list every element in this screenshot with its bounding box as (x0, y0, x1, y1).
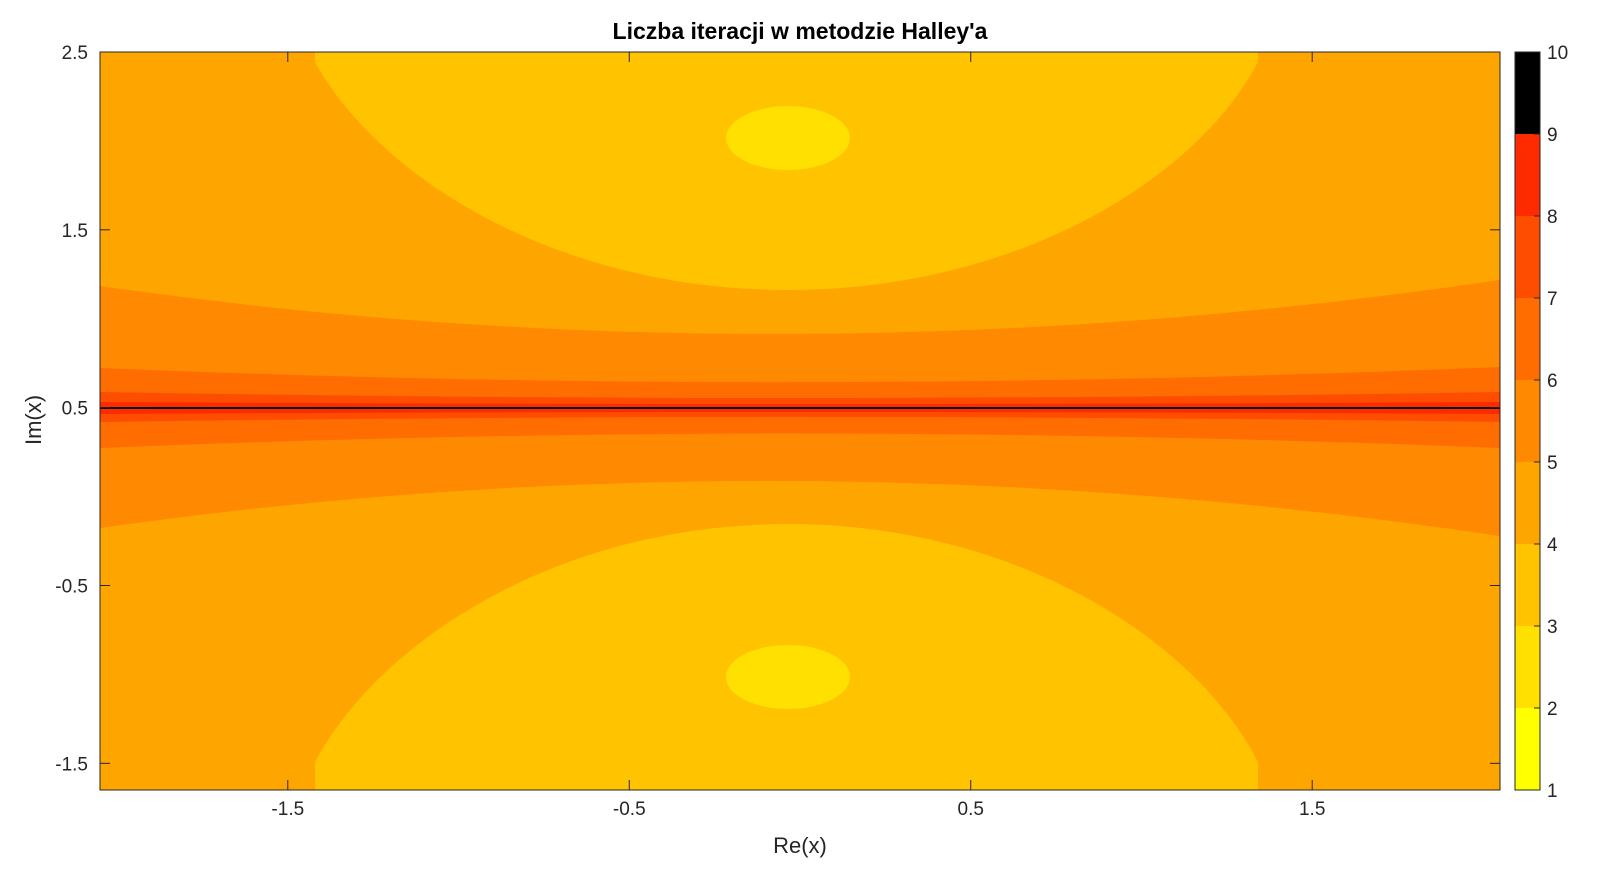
colorbar-segment (1515, 380, 1540, 462)
y-axis-label: Im(x) (21, 395, 46, 445)
colorbar-tick-label: 8 (1547, 207, 1558, 228)
colorbar-tick-label: 4 (1547, 535, 1558, 556)
chart-title: Liczba iteracji w metodzie Halley'a (613, 18, 988, 44)
colorbar-segment (1515, 216, 1540, 298)
x-tick-label: -0.5 (613, 799, 646, 820)
colorbar-segment (1515, 134, 1540, 216)
plot-frame (99, 51, 1501, 791)
colorbar-segment (1515, 708, 1540, 790)
colorbar-tick-label: 7 (1547, 289, 1558, 310)
contour-level-3-upper-lobe (315, 52, 1258, 290)
colorbar: 1 2 3 4 5 6 7 8 9 10 (1514, 43, 1568, 802)
x-tick-label: 1.5 (1299, 799, 1325, 820)
colorbar-segment (1515, 626, 1540, 708)
y-tick-label: 1.5 (62, 221, 88, 242)
colorbar-tick-label: 9 (1547, 125, 1558, 146)
colorbar-tick-label: 6 (1547, 371, 1558, 392)
x-tick-label: -1.5 (271, 799, 304, 820)
y-axis-ticks: -1.5 -0.5 0.5 1.5 2.5 (55, 43, 1500, 775)
contour-level-2-root-lower (726, 645, 850, 709)
y-tick-label: 2.5 (62, 43, 88, 64)
y-tick-label: 0.5 (62, 399, 88, 420)
x-axis-label: Re(x) (773, 833, 827, 858)
colorbar-segment (1515, 298, 1540, 380)
contour-regions (100, 52, 1500, 790)
colorbar-segment (1515, 544, 1540, 626)
contour-level-2-root-upper (726, 106, 850, 170)
colorbar-tick-label: 10 (1547, 43, 1568, 64)
colorbar-frame (1514, 51, 1541, 791)
colorbar-segment (1515, 52, 1540, 134)
colorbar-tick-label: 5 (1547, 453, 1558, 474)
y-tick-label: -1.5 (55, 754, 88, 775)
colorbar-tick-label: 1 (1547, 781, 1558, 802)
y-tick-label: -0.5 (55, 576, 88, 597)
colorbar-tick-label: 2 (1547, 699, 1558, 720)
colorbar-segment (1515, 462, 1540, 544)
colorbar-tick-label: 3 (1547, 617, 1558, 638)
x-tick-label: 0.5 (958, 799, 984, 820)
x-axis-ticks: -1.5 -0.5 0.5 1.5 (271, 52, 1325, 820)
